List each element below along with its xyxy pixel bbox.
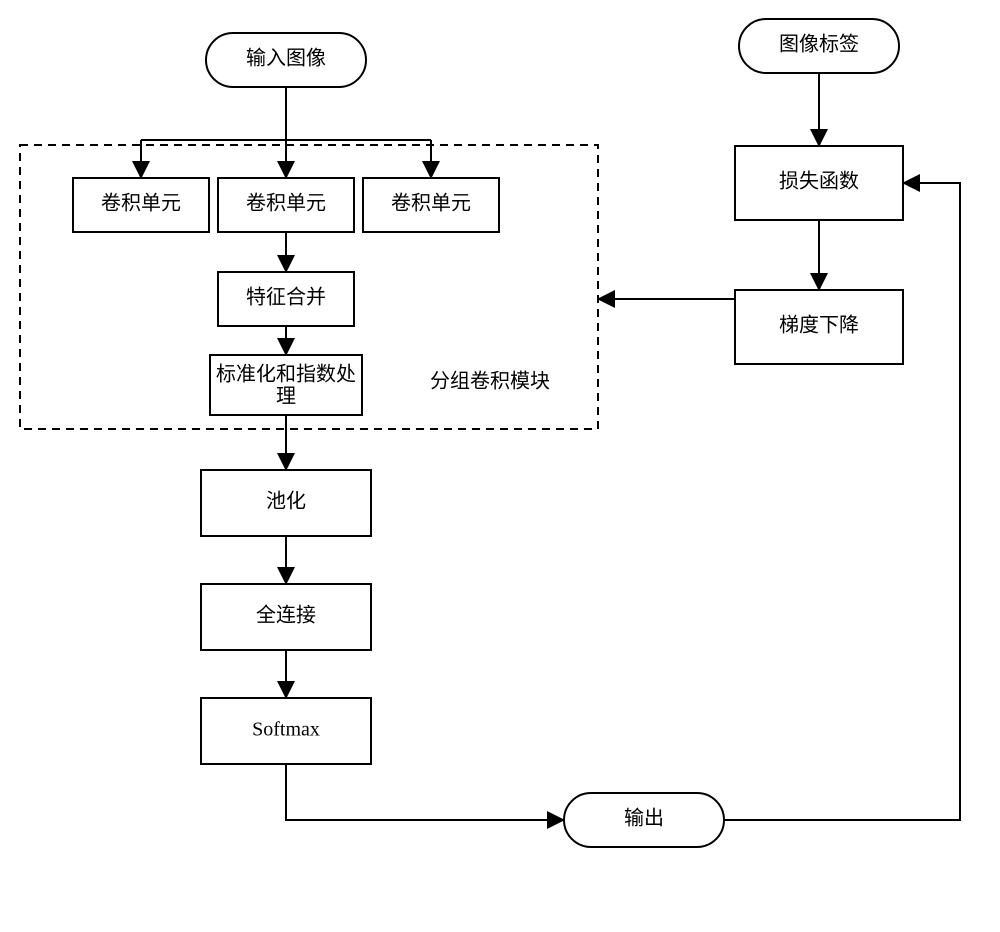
edge-softmax-output — [286, 764, 562, 820]
edge-output-loss — [724, 183, 960, 820]
node-input-image-label: 输入图像 — [246, 47, 326, 70]
node-pooling: 池化 — [201, 470, 371, 536]
node-conv3: 卷积单元 — [363, 178, 499, 232]
node-softmax-label: Softmax — [252, 719, 320, 741]
node-fc: 全连接 — [201, 584, 371, 650]
edge-input-fanout — [141, 87, 431, 140]
node-gradient: 梯度下降 — [735, 290, 903, 364]
node-conv2-label: 卷积单元 — [246, 192, 326, 215]
node-gradient-label: 梯度下降 — [779, 314, 859, 337]
node-pooling-label: 池化 — [266, 490, 306, 513]
node-softmax: Softmax — [201, 698, 371, 764]
node-merge: 特征合并 — [218, 272, 354, 326]
node-conv2: 卷积单元 — [218, 178, 354, 232]
node-normalize-label-l2: 理 — [276, 386, 296, 408]
node-normalize: 标准化和指数处 理 — [210, 355, 362, 415]
node-loss: 损失函数 — [735, 146, 903, 220]
node-conv1: 卷积单元 — [73, 178, 209, 232]
node-input-image: 输入图像 — [206, 33, 366, 87]
node-conv3-label: 卷积单元 — [391, 192, 471, 215]
node-fc-label: 全连接 — [256, 604, 316, 627]
node-image-label: 图像标签 — [739, 19, 899, 73]
node-normalize-label-l1: 标准化和指数处 — [216, 363, 356, 386]
node-loss-label: 损失函数 — [779, 170, 859, 193]
node-conv1-label: 卷积单元 — [101, 192, 181, 215]
node-output: 输出 — [564, 793, 724, 847]
node-image-label-label: 图像标签 — [779, 33, 859, 56]
node-output-label: 输出 — [624, 807, 664, 830]
module-label: 分组卷积模块 — [430, 370, 550, 393]
node-merge-label: 特征合并 — [246, 286, 326, 309]
flowchart-canvas: 输入图像 图像标签 卷积单元 卷积单元 卷积单元 特征合并 标准化和指数处 理 … — [0, 0, 1000, 932]
